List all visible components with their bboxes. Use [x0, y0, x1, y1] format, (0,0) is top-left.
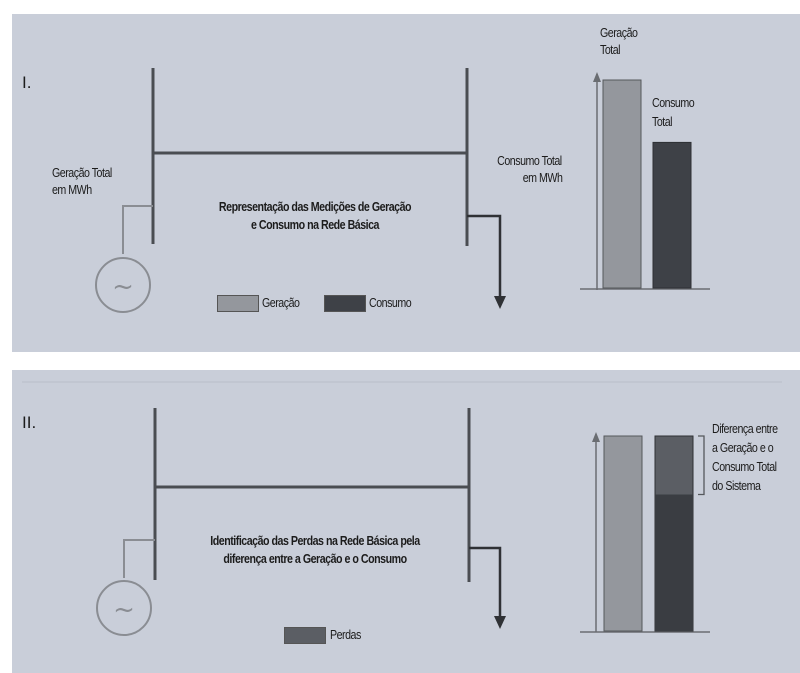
consumption-label-line2: em MWh — [522, 170, 562, 185]
panel-measurement: ~ I. Geração Total em MWh Consumo Total … — [12, 14, 800, 352]
difference-label-line2: a Geração e o — [712, 440, 774, 455]
load-arrow-head — [494, 616, 506, 629]
bar-label-consumo-line1: Consumo — [652, 95, 695, 110]
load-arrow-head — [494, 296, 506, 309]
difference-label-line1: Diferença entre — [712, 421, 778, 436]
panel1-title-line1: Representação das Medições de Geração — [218, 199, 412, 214]
chart2-bar-geracao — [603, 435, 643, 632]
consumption-label-line1: Consumo Total — [497, 153, 562, 168]
chart2-bar-consumo — [655, 494, 693, 631]
panel2-diagram: ~ — [22, 381, 782, 636]
panel-losses: ~ II. Identificação das Perdas na Rede B… — [12, 370, 800, 673]
legend-swatch-consumo — [324, 295, 366, 312]
generator-circle — [96, 580, 152, 636]
legend-swatch-perdas — [284, 627, 326, 644]
chart2-y-axis-arrow — [592, 432, 600, 442]
legend-label-perdas: Perdas — [330, 627, 361, 642]
generator-symbol: ~ — [112, 272, 134, 302]
legend-label-geracao: Geração — [262, 295, 300, 310]
bar-label-consumo-line2: Total — [652, 114, 673, 129]
generator-connector — [123, 539, 155, 578]
panel2-title-line2: diferença entre a Geração e o Consumo — [223, 551, 407, 566]
generator-circle — [95, 257, 151, 313]
generation-label-line1: Geração Total — [52, 165, 112, 180]
panel1-title-line2: e Consumo na Rede Básica — [250, 217, 380, 232]
generator-connector — [122, 205, 153, 254]
roman-numeral-2: II. — [22, 413, 37, 432]
load-line — [467, 214, 502, 302]
legend-swatch-geracao — [217, 295, 259, 312]
chart1-bar-geracao — [602, 79, 642, 289]
panel2-title-line1: Identificação das Perdas na Rede Básica … — [210, 533, 420, 548]
roman-numeral-1: I. — [22, 73, 32, 92]
difference-label-line3: Consumo Total — [712, 459, 777, 474]
bar-label-geracao-line2: Total — [600, 42, 621, 57]
difference-bracket — [698, 435, 705, 496]
bar-label-geracao-line1: Geração — [600, 25, 638, 40]
chart1-y-axis-arrow — [593, 72, 601, 82]
panel1-diagram: ~ — [95, 68, 710, 313]
difference-label-line4: do Sistema — [712, 478, 761, 493]
legend-label-consumo: Consumo — [369, 295, 412, 310]
chart1-bar-consumo — [652, 141, 692, 289]
generation-label-line2: em MWh — [52, 182, 92, 197]
generator-symbol: ~ — [113, 595, 135, 625]
load-line — [469, 546, 502, 622]
